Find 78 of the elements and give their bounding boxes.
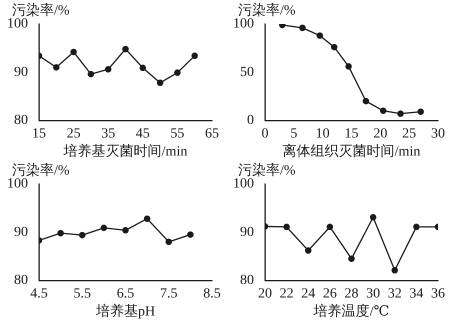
point — [326, 224, 334, 230]
x-tick-label: 22 — [280, 286, 294, 302]
x-tick-label: 28 — [344, 286, 358, 302]
y-tick-label: 100 — [233, 16, 254, 32]
x-tick-label: 55 — [170, 126, 184, 142]
point — [299, 24, 306, 32]
y-tick-label: 80 — [14, 113, 28, 128]
x-tick-label: 8.5 — [203, 286, 221, 302]
x-tick-label: 5.5 — [74, 286, 91, 302]
point — [413, 224, 420, 230]
point — [70, 48, 77, 56]
point — [316, 32, 324, 39]
x-tick-label: 25 — [402, 126, 416, 142]
y-tick-label: 90 — [14, 224, 28, 240]
x-tick-label: 36 — [431, 286, 445, 302]
point — [156, 80, 164, 86]
x-tick-label: 15 — [344, 126, 358, 142]
y-tick-label: 100 — [7, 16, 28, 32]
point — [283, 224, 290, 230]
point — [380, 108, 386, 114]
x-tick-label: 20 — [258, 286, 272, 302]
y-tick-label: 80 — [240, 273, 254, 288]
point — [57, 230, 64, 236]
y-axis-title: 污染率/% — [238, 162, 296, 179]
y-tick-label: 0 — [247, 113, 254, 128]
x-tick-label: 20 — [373, 126, 388, 142]
x-tick-label: 24 — [301, 286, 316, 302]
x-tick-label: 6.5 — [116, 286, 134, 302]
x-tick-label: 34 — [409, 286, 424, 302]
x-tick-label: 10 — [316, 126, 330, 142]
y-tick-label: 100 — [7, 176, 28, 192]
point — [397, 110, 404, 117]
x-tick-label: 45 — [136, 126, 150, 142]
x-tick-label: 35 — [101, 126, 116, 142]
y-tick-label: 90 — [14, 64, 28, 80]
point — [144, 215, 150, 222]
x-tick-label: 30 — [366, 286, 380, 302]
x-tick-label: 26 — [322, 286, 337, 302]
x-tick-label: 65 — [205, 126, 219, 142]
point — [166, 238, 172, 246]
point — [305, 247, 312, 254]
x-tick-label: 7.5 — [160, 286, 178, 302]
y-tick-label: 80 — [14, 273, 28, 288]
point — [88, 70, 94, 78]
x-tick-label: 25 — [66, 126, 81, 142]
x-tick-label: 0 — [262, 126, 268, 142]
x-axis-title: 离体组织灭菌时间/min — [282, 143, 420, 160]
point — [191, 52, 198, 60]
x-tick-label: 5 — [290, 126, 298, 142]
y-tick-label: 100 — [233, 176, 254, 192]
y-tick-label: 90 — [240, 224, 254, 240]
x-tick-label: 4.5 — [30, 286, 48, 302]
point — [392, 267, 398, 274]
point — [53, 64, 60, 71]
y-axis-title: 污染率/% — [12, 2, 70, 19]
point — [417, 108, 424, 115]
point — [122, 46, 129, 52]
point — [362, 98, 370, 104]
y-axis-title: 污染率/% — [238, 2, 296, 19]
x-axis-title: 培养温度/℃ — [312, 303, 390, 320]
point — [348, 255, 355, 262]
point — [345, 63, 352, 70]
x-axis-title: 培养基pH — [94, 303, 156, 320]
point — [100, 224, 108, 232]
y-tick-label: 50 — [240, 64, 254, 80]
x-tick-label: 32 — [388, 286, 402, 302]
point — [330, 44, 338, 50]
point — [140, 64, 146, 72]
y-axis-title: 污染率/% — [12, 162, 70, 179]
point — [104, 66, 112, 73]
point — [122, 227, 129, 234]
x-tick-label: 30 — [431, 126, 445, 142]
point — [174, 69, 181, 76]
x-axis-title: 培养基灭菌时间/min — [62, 143, 188, 160]
point — [187, 231, 194, 238]
point — [370, 214, 376, 221]
point — [79, 232, 86, 238]
x-tick-label: 15 — [32, 126, 46, 142]
